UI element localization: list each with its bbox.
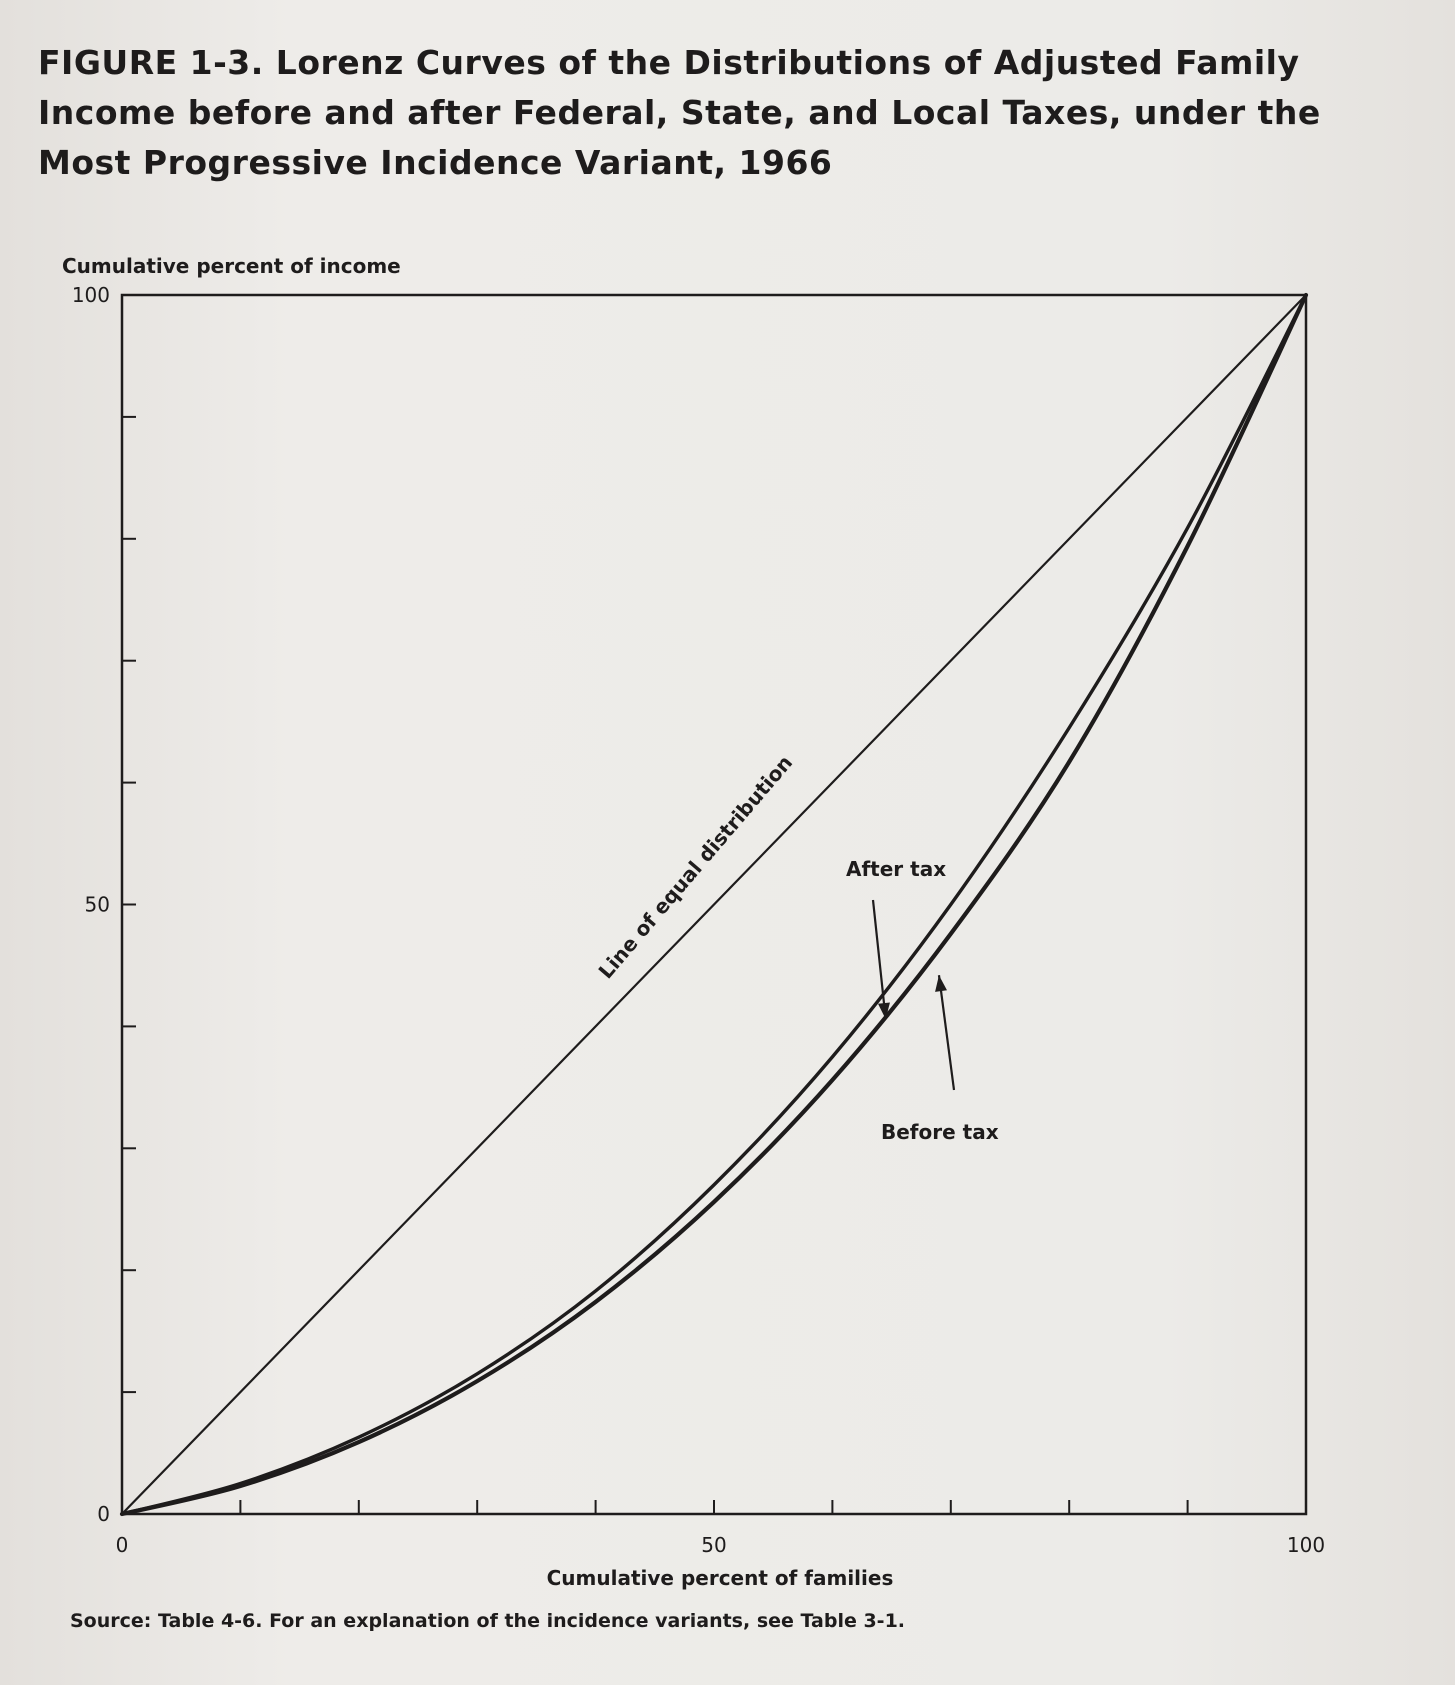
before-tax-arrow-head — [935, 975, 947, 992]
after-tax-arrow-shaft — [871, 899, 887, 1020]
before-tax-arrow — [935, 975, 956, 1091]
label-line-of-equal-distribution: Line of equal distribution — [594, 751, 798, 984]
series-line-before-tax — [119, 292, 1309, 1517]
after-tax-arrow — [871, 899, 890, 1020]
x-tick-label-50: 50 — [701, 1533, 726, 1557]
figure-title: FIGURE 1-3. Lorenz Curves of the Distrib… — [38, 43, 1321, 182]
series-lines — [119, 292, 1309, 1517]
after-tax-arrow-head — [878, 1002, 890, 1020]
axes: 0 50 100 0 50 100 — [72, 283, 1325, 1557]
x-axis-title: Cumulative percent of families — [547, 1566, 894, 1590]
x-tick-label-100: 100 — [1287, 1533, 1325, 1557]
y-tick-label-0: 0 — [97, 1502, 110, 1526]
series-line-after-tax — [120, 293, 1308, 1516]
y-tick-label-100: 100 — [72, 283, 110, 307]
figure-source: Source: Table 4-6. For an explanation of… — [70, 1610, 906, 1632]
series-line-line-of-equal-distribution — [120, 293, 1308, 1516]
x-tick-label-0: 0 — [116, 1533, 129, 1557]
y-tick-label-50: 50 — [85, 893, 110, 917]
chart-labels: Cumulative percent of income Cumulative … — [62, 254, 999, 1590]
y-axis-title: Cumulative percent of income — [62, 254, 401, 278]
before-tax-arrow-shaft — [937, 975, 956, 1091]
label-after-tax: After tax — [846, 857, 946, 881]
label-before-tax: Before tax — [881, 1120, 999, 1144]
